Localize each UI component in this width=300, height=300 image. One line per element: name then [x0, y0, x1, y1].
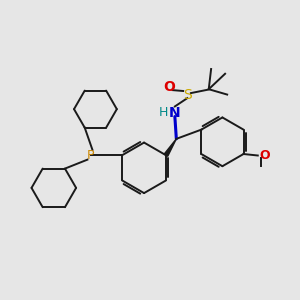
Text: H: H [159, 106, 168, 119]
Text: P: P [87, 149, 95, 162]
Polygon shape [164, 139, 176, 156]
Text: O: O [163, 80, 175, 94]
Text: N: N [169, 106, 181, 120]
Text: O: O [259, 149, 270, 162]
Text: S: S [183, 88, 192, 102]
